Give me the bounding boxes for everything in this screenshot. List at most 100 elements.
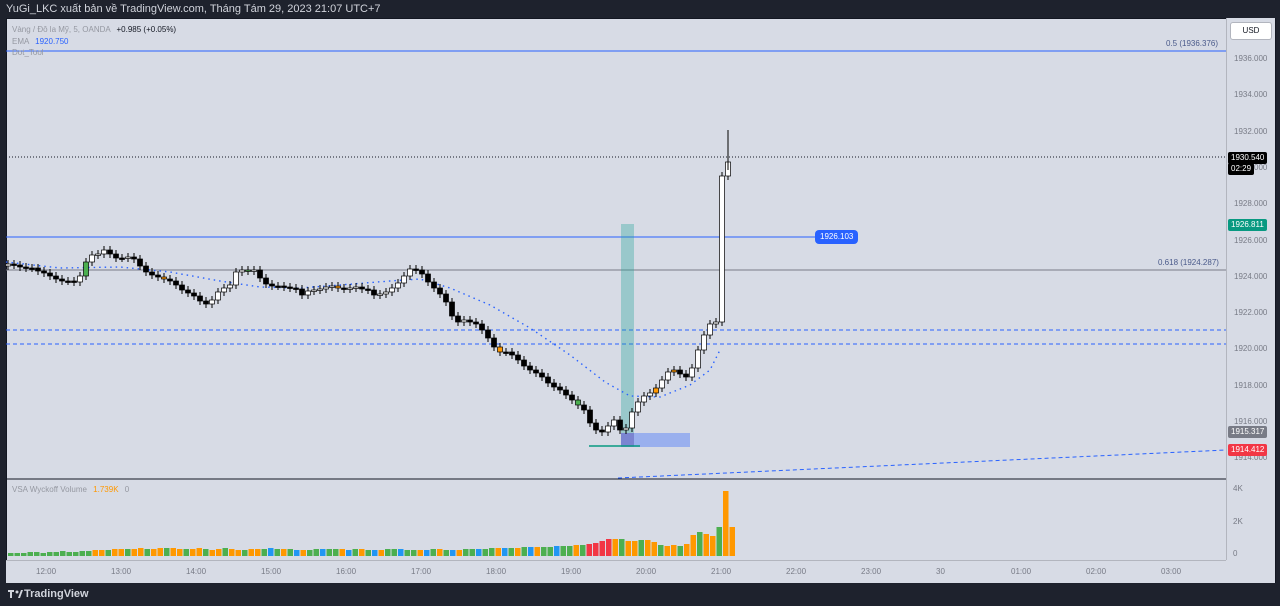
time-axis-label: 03:00 (1161, 567, 1182, 576)
candle-body (371, 289, 377, 296)
volume-bar (281, 549, 287, 556)
volume-bar (53, 552, 59, 556)
volume-bar (27, 552, 33, 556)
candle-body (221, 287, 227, 293)
price-axis-label: 1922.000 (1234, 308, 1268, 318)
volume-bar (723, 491, 729, 556)
volume-bar (372, 550, 378, 556)
volume-bar (567, 546, 573, 556)
candle-body (683, 373, 689, 378)
volume-bar (697, 532, 703, 556)
volume-bar (235, 550, 241, 556)
candle-body (623, 427, 629, 431)
candle-body (59, 278, 65, 282)
candle-body (299, 288, 305, 296)
legend-ema-label[interactable]: EMA (12, 37, 29, 46)
legend-extra-indicator[interactable]: Dot_Tool (12, 48, 44, 57)
red-price-tag: 1914.412 (1228, 444, 1268, 456)
trend-line (617, 449, 1227, 479)
candle-body (377, 293, 383, 296)
price-axis[interactable] (1226, 18, 1275, 560)
candle-body (275, 285, 281, 288)
volume-bar (177, 549, 183, 556)
volume-bar (8, 553, 14, 556)
volume-bar (112, 549, 118, 556)
price-axis-label: 1924.000 (1234, 271, 1268, 281)
volume-bar (268, 548, 274, 556)
volume-bar (398, 549, 404, 556)
candle-body (185, 289, 191, 294)
volume-bar (339, 549, 345, 556)
candle-body (461, 319, 467, 323)
volume-bar (183, 549, 189, 556)
volume-bar (294, 550, 300, 556)
time-axis-label: 02:00 (1086, 567, 1107, 576)
volume-bar (710, 536, 716, 556)
legend-symbol[interactable]: Vàng / Đô la Mỹ, 5, OANDA (12, 25, 111, 34)
time-axis-label: 22:00 (786, 567, 807, 576)
volume-bar (508, 548, 514, 556)
candle-body (329, 285, 335, 288)
volume-bar (248, 549, 254, 556)
volume-bar (645, 540, 651, 556)
volume-bar (21, 553, 27, 556)
volume-bar (424, 550, 430, 556)
price-axis-label: 1916.000 (1234, 417, 1268, 426)
candle-body (677, 369, 683, 375)
volume-bar (86, 551, 92, 556)
volume-bar (534, 547, 540, 556)
legend-ema-value: 1920.750 (35, 37, 69, 46)
time-axis-label: 01:00 (1011, 567, 1032, 576)
candle-body (179, 284, 185, 291)
green-price-tag: 1926.811 (1228, 219, 1267, 231)
candle-body (593, 422, 599, 431)
price-axis-label: 1928.000 (1234, 199, 1268, 209)
candle-body (23, 266, 29, 269)
fib-0618-label: 0.618 (1924.287) (1158, 258, 1219, 267)
candle-body (575, 399, 581, 406)
volume-bar (242, 550, 248, 556)
time-axis[interactable] (6, 560, 1226, 583)
candle-body (509, 351, 515, 356)
volume-bar (638, 540, 644, 556)
volume-bar (14, 553, 20, 556)
candle-body (713, 321, 719, 325)
publish-header: YuGi_LKC xuất bản về TradingView.com, Th… (0, 0, 1280, 18)
volume-bar (352, 549, 358, 556)
volume-bar (502, 548, 508, 556)
candle-body (209, 299, 215, 305)
candle-body (347, 287, 353, 290)
candle-body (101, 249, 107, 255)
candle-body (149, 271, 155, 276)
volume-bar (164, 548, 170, 556)
volume-bar (547, 547, 553, 556)
price-callout-tag[interactable]: 1926.103 (815, 230, 859, 244)
legend-change: +0.985 (+0.05%) (116, 25, 177, 34)
legend-volume-label[interactable]: VSA Wyckoff Volume (12, 485, 87, 494)
candle-body (35, 267, 41, 272)
volume-bar (437, 549, 443, 556)
currency-button[interactable]: USD (1230, 22, 1272, 40)
candle-body (521, 359, 527, 367)
volume-bar (716, 527, 722, 556)
candle-body (557, 386, 563, 391)
volume-bar (456, 550, 462, 556)
volume-bar (92, 550, 98, 556)
candle-body (431, 281, 437, 289)
candle-body (383, 291, 389, 295)
candle-body (197, 295, 203, 302)
candle-body (455, 315, 461, 323)
candle-body (653, 387, 659, 394)
legend-ema-row: EMA 1920.750 (12, 37, 69, 46)
candle-body (113, 253, 119, 259)
candle-body (131, 256, 137, 260)
time-axis-label: 12:00 (36, 567, 57, 576)
volume-bar (495, 548, 501, 556)
candle-body (203, 300, 209, 305)
volume-axis-label: 4K (1233, 484, 1243, 493)
candle-body (215, 291, 221, 301)
candle-body (485, 329, 491, 339)
candle-body (701, 334, 707, 351)
candle-body (305, 290, 311, 296)
